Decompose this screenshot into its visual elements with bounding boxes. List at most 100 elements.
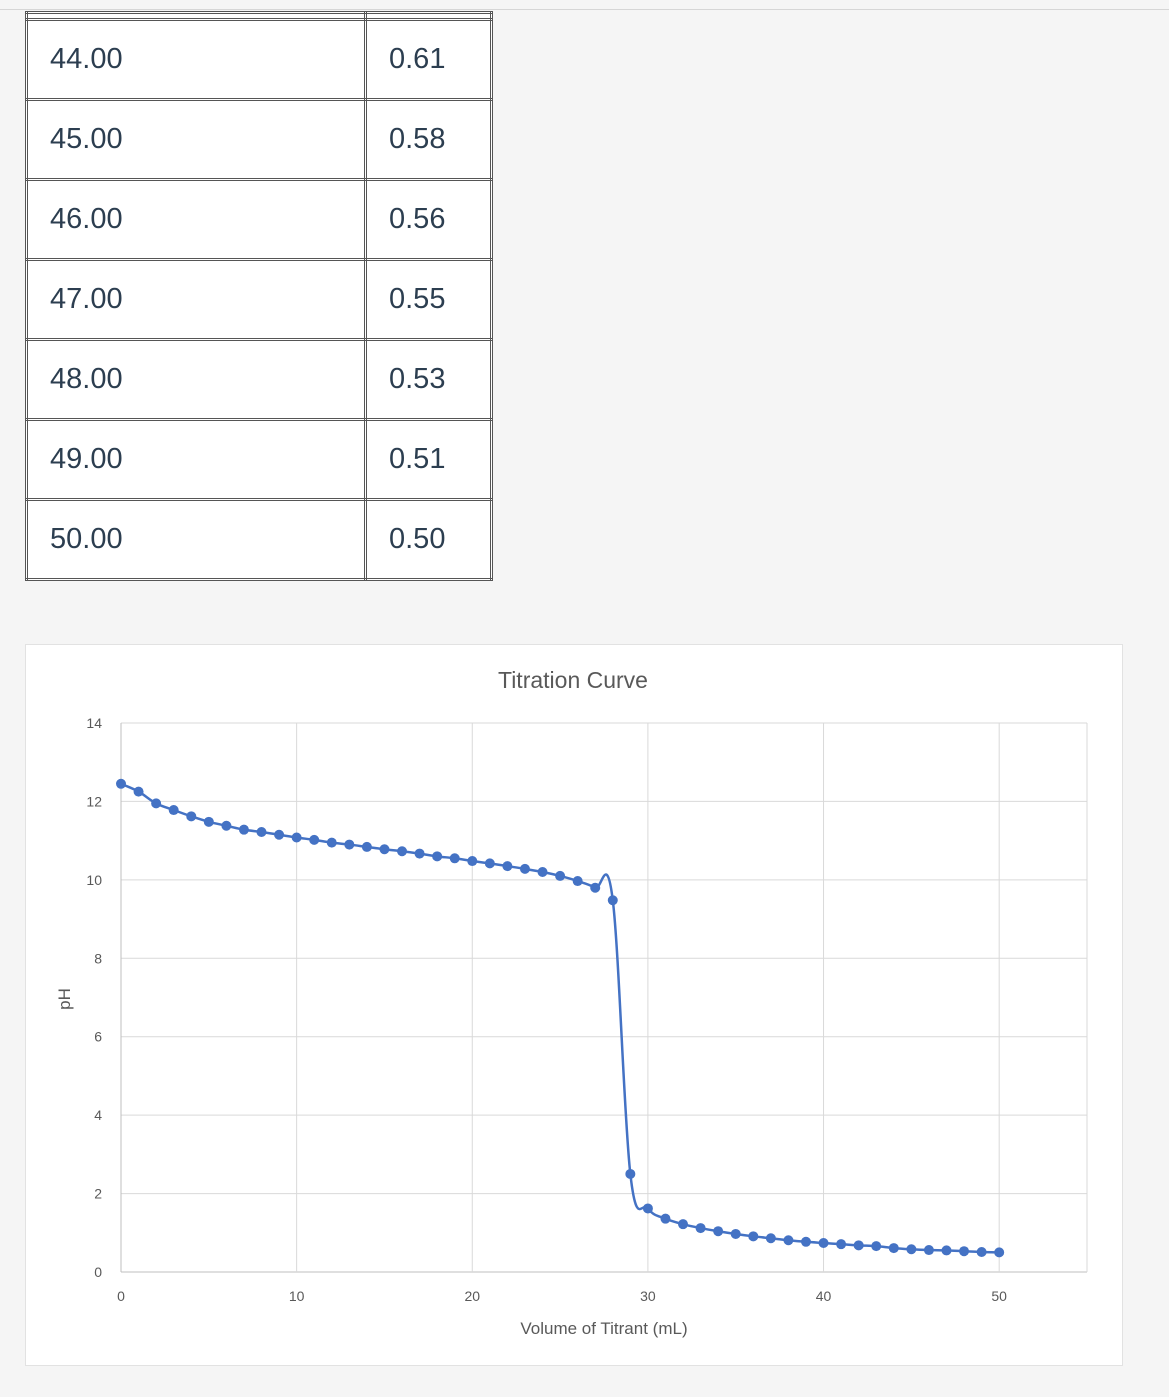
data-point [590, 882, 601, 893]
data-point [256, 827, 267, 838]
data-point [467, 856, 478, 867]
data-point [607, 895, 618, 906]
table-cell [25, 11, 367, 21]
data-point [484, 858, 495, 869]
table-row: 50.00 0.50 [25, 498, 493, 581]
data-point [379, 844, 390, 855]
data-point [449, 853, 460, 864]
data-point [344, 839, 355, 850]
table-row-partial [25, 11, 493, 21]
data-point [519, 863, 530, 874]
data-point [871, 1241, 882, 1252]
data-point [397, 846, 408, 857]
data-point [274, 829, 285, 840]
y-tick-label: 10 [86, 872, 102, 888]
data-point [221, 820, 232, 831]
chart-card: 0 2 4 6 8 10 12 14 0 10 20 30 40 50 Titration Curve V… [25, 644, 1123, 1366]
data-point [853, 1240, 864, 1251]
table-row: 49.00 0.51 [25, 418, 493, 501]
chart-title: Titration Curve [498, 667, 648, 693]
data-point [432, 851, 443, 862]
x-axis-label: Volume of Titrant (mL) [520, 1319, 687, 1338]
data-point [502, 861, 513, 872]
volume-cell: 47.00 [25, 258, 367, 341]
data-point [748, 1231, 759, 1242]
data-point [660, 1213, 671, 1224]
data-point [959, 1246, 970, 1257]
data-point [238, 824, 249, 835]
volume-cell: 45.00 [25, 98, 367, 181]
volume-cell: 50.00 [25, 498, 367, 581]
data-point [642, 1203, 653, 1214]
volume-cell: 46.00 [25, 178, 367, 261]
y-tick-label: 6 [94, 1029, 102, 1045]
y-tick-label: 2 [94, 1186, 102, 1202]
table-row: 47.00 0.55 [25, 258, 493, 341]
ph-cell: 0.50 [364, 498, 493, 581]
ph-cell: 0.53 [364, 338, 493, 421]
table-cell [364, 11, 493, 21]
data-table: 44.00 0.61 45.00 0.58 46.00 0.56 47.00 0.55 48.0… [25, 11, 493, 581]
top-divider [0, 9, 1169, 10]
series-line [120, 782, 1000, 1254]
y-tick-label: 4 [94, 1107, 102, 1123]
x-tick-label: 0 [117, 1288, 125, 1304]
x-tick-label: 50 [991, 1288, 1007, 1304]
volume-cell: 48.00 [25, 338, 367, 421]
x-tick-label: 10 [289, 1288, 305, 1304]
data-point [309, 834, 320, 845]
data-point [888, 1243, 899, 1254]
grid-lines [120, 722, 1088, 1273]
table-row: 46.00 0.56 [25, 178, 493, 261]
data-point [133, 786, 144, 797]
titration-chart: 0 2 4 6 8 10 12 14 0 10 20 30 40 50 Titration Curve V… [55, 667, 1088, 1338]
data-point [941, 1245, 952, 1256]
ph-cell: 0.61 [364, 18, 493, 101]
data-point [713, 1226, 724, 1237]
y-tick-label: 14 [86, 715, 102, 731]
data-point [116, 778, 126, 789]
data-point [555, 870, 566, 881]
data-point [186, 811, 197, 822]
ph-cell: 0.51 [364, 418, 493, 501]
data-point [976, 1247, 987, 1258]
table-body: 44.00 0.61 45.00 0.58 46.00 0.56 47.00 0.55 48.0… [25, 11, 493, 581]
data-point [923, 1245, 934, 1256]
data-point [818, 1237, 829, 1248]
y-tick-label: 12 [86, 793, 102, 809]
series-points [116, 778, 1005, 1258]
y-tick-label: 8 [94, 950, 102, 966]
y-axis-label: pH [55, 988, 74, 1010]
data-point [625, 1168, 636, 1179]
data-point [361, 841, 372, 852]
data-point [800, 1236, 811, 1247]
volume-cell: 44.00 [25, 18, 367, 101]
table-row: 48.00 0.53 [25, 338, 493, 421]
x-tick-label: 40 [816, 1288, 832, 1304]
ph-cell: 0.55 [364, 258, 493, 341]
table-row: 45.00 0.58 [25, 98, 493, 181]
ph-cell: 0.58 [364, 98, 493, 181]
x-tick-label: 30 [640, 1288, 656, 1304]
data-point [151, 798, 162, 809]
tick-labels: 0 2 4 6 8 10 12 14 0 10 20 30 40 50 [86, 715, 1007, 1304]
data-point [765, 1233, 776, 1244]
data-point [414, 848, 425, 859]
volume-cell: 49.00 [25, 418, 367, 501]
data-point [906, 1244, 917, 1255]
data-point [730, 1228, 741, 1239]
data-point [572, 876, 583, 887]
x-tick-label: 20 [464, 1288, 480, 1304]
data-point [783, 1235, 794, 1246]
y-tick-label: 0 [94, 1264, 102, 1280]
ph-cell: 0.56 [364, 178, 493, 261]
data-point [291, 832, 302, 843]
data-point [326, 837, 337, 848]
data-point [203, 816, 214, 827]
data-point [695, 1223, 706, 1234]
data-point [168, 805, 179, 816]
data-point [994, 1247, 1005, 1258]
data-point [836, 1239, 847, 1250]
data-point [678, 1219, 689, 1230]
data-point [537, 867, 548, 878]
